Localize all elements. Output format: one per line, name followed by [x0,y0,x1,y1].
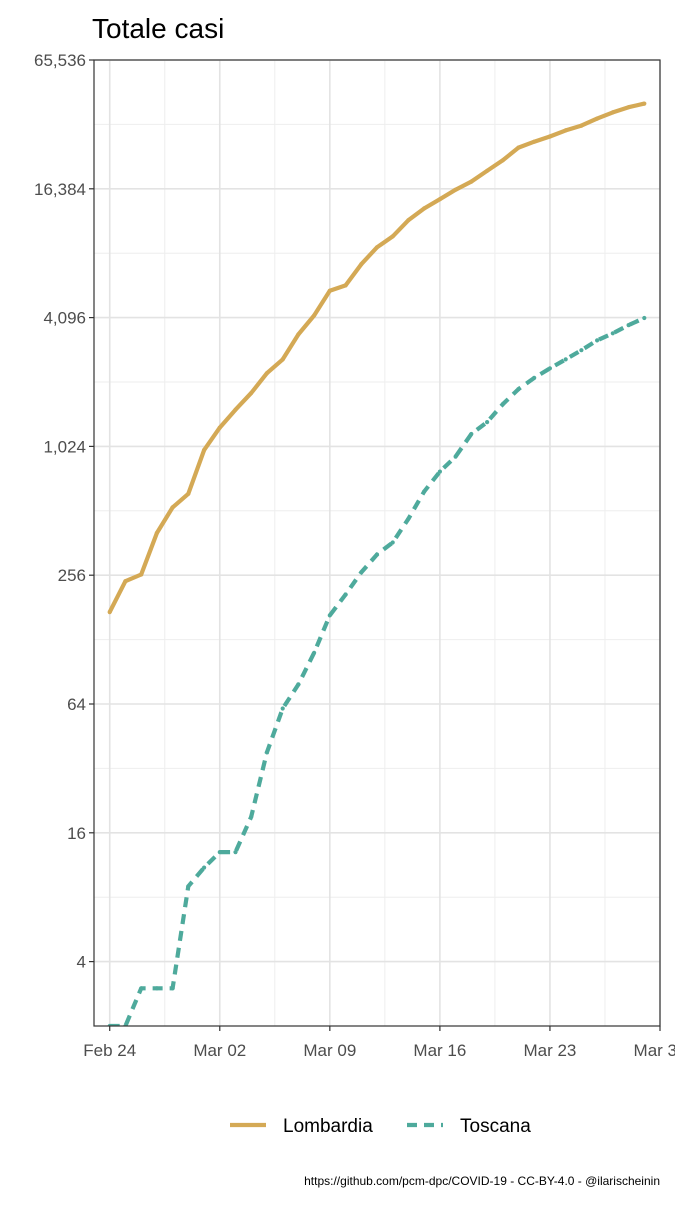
data-point-toscana [626,323,631,328]
data-point-lombardia [280,357,285,362]
data-point-toscana [359,570,364,575]
data-point-toscana [642,315,647,321]
y-axis: 4 16 64 256 1,024 4,096 16,384 65,536 [34,51,94,972]
data-point-lombardia [547,134,553,139]
data-point-toscana [390,540,395,545]
data-point-lombardia [296,332,301,337]
data-point-lombardia [532,139,537,144]
data-point-toscana [374,552,380,557]
data-point-lombardia [642,101,647,106]
data-point-toscana [485,420,490,425]
data-point-lombardia [202,448,207,453]
data-point-toscana [532,375,537,380]
data-point-toscana [610,331,615,336]
data-point-lombardia [500,158,505,163]
data-point-toscana [249,814,254,819]
chart-caption: https://github.com/pcm-dpc/COVID-19 - CC… [304,1174,660,1188]
series-layer [107,101,647,1026]
data-point-lombardia [312,313,317,318]
data-point-lombardia [437,197,442,202]
data-point-toscana [217,850,222,855]
data-point-toscana [233,850,238,855]
y-tick-label: 64 [67,695,86,714]
data-point-toscana [170,986,175,991]
data-point-lombardia [422,206,427,211]
data-point-lombardia [390,234,395,239]
data-point-lombardia [327,288,332,293]
data-point-lombardia [123,579,128,584]
data-point-toscana [202,865,207,870]
data-point-toscana [264,750,269,755]
data-point-toscana [500,402,505,407]
data-point-lombardia [343,283,348,288]
y-tick-label: 1,024 [43,437,86,456]
data-point-lombardia [359,262,364,267]
x-tick-label: Mar 02 [193,1041,246,1060]
data-point-toscana [343,592,348,597]
y-tick-label: 16 [67,824,86,843]
y-tick-label: 4 [77,953,86,972]
data-point-toscana [437,469,442,474]
grid-major [94,59,661,1026]
x-tick-label: Mar 23 [523,1041,576,1060]
data-point-toscana [139,986,144,991]
data-point-lombardia [264,371,269,376]
data-point-lombardia [579,123,584,128]
data-point-toscana [595,338,600,343]
data-point-toscana [296,682,301,687]
data-point-lombardia [217,425,222,430]
x-axis: Feb 24 Mar 02 Mar 09 Mar 16 Mar 23 Mar 30 [83,1026,675,1060]
y-tick-label: 256 [58,566,86,585]
data-point-toscana [280,706,285,711]
data-point-lombardia [374,245,380,250]
data-point-lombardia [485,168,490,173]
data-point-lombardia [469,179,474,184]
y-tick-label: 16,384 [34,180,86,199]
grid-minor [94,60,660,1026]
data-point-lombardia [233,407,238,412]
plot-background [94,60,660,1026]
data-point-toscana [469,431,474,437]
legend-label-lombardia: Lombardia [283,1116,373,1137]
x-tick-label: Mar 09 [303,1041,356,1060]
legend-label-toscana: Toscana [460,1116,531,1137]
data-point-toscana [154,986,159,991]
data-point-toscana [406,516,411,521]
data-point-lombardia [139,572,144,577]
chart-title: Totale casi [92,13,224,44]
data-point-lombardia [516,145,521,150]
x-tick-label: Mar 16 [413,1041,466,1060]
data-point-toscana [327,613,332,618]
data-point-toscana [516,387,521,392]
data-point-toscana [453,454,458,459]
x-tick-label: Mar 30 [634,1041,675,1060]
legend: Lombardia Toscana [230,1116,531,1137]
data-point-lombardia [107,610,112,615]
data-point-toscana [312,650,317,655]
x-tick-label: Feb 24 [83,1041,136,1060]
data-point-lombardia [610,110,615,115]
data-point-toscana [186,884,191,889]
data-point-lombardia [453,187,458,192]
data-point-toscana [563,357,568,362]
data-point-lombardia [154,530,159,536]
data-point-lombardia [186,491,191,496]
data-point-lombardia [626,105,631,110]
plot-border [93,59,661,1027]
y-tick-label: 4,096 [43,309,86,328]
data-point-toscana [422,489,427,494]
data-point-lombardia [563,128,568,133]
data-point-toscana [579,348,584,353]
data-point-toscana [547,366,553,371]
data-point-lombardia [595,116,600,121]
data-point-lombardia [406,218,411,223]
data-point-lombardia [170,505,175,510]
data-point-lombardia [249,390,254,396]
y-tick-label: 65,536 [34,51,86,70]
